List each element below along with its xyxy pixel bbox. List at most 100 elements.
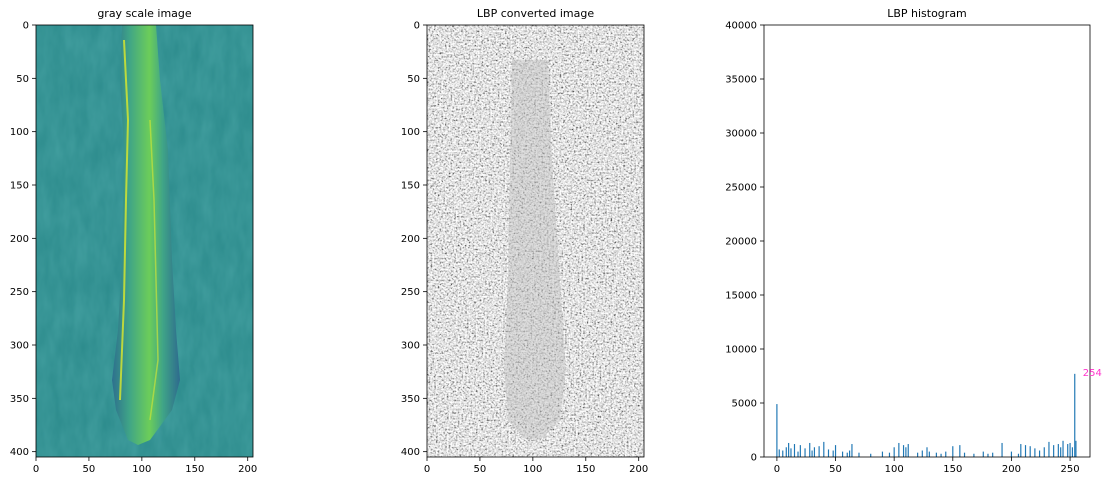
gray-bead-highlight — [149, 119, 159, 421]
hist-bar — [1053, 445, 1055, 457]
lbp-frame — [426, 24, 645, 458]
hist-bar — [1029, 446, 1031, 457]
lbp-y-axis: 0 50 100 150 200 250 300 350 400 — [401, 21, 427, 458]
hist-frame — [763, 24, 1091, 458]
hist-bar — [849, 450, 851, 457]
hist-bar — [809, 442, 811, 457]
gray-xtick-label: 200 — [238, 464, 257, 475]
hist-bar — [851, 444, 853, 457]
hist-bar — [926, 447, 928, 457]
hist-bar — [788, 442, 790, 457]
hist-bar — [1020, 444, 1022, 457]
gray-ytick-label: 50 — [16, 74, 29, 85]
hist-y-axis: 0 5000 10000 15000 20000 25000 30000 35000 40000 — [725, 21, 764, 464]
hist-bar — [935, 452, 937, 457]
hist-bar — [945, 451, 947, 457]
hist-bar — [1074, 373, 1076, 457]
hist-ytick-label: 15000 — [725, 291, 757, 302]
gray-frame — [35, 24, 254, 458]
hist-bar — [921, 450, 923, 457]
hist-xtick-label: 0 — [774, 464, 780, 475]
hist-bar — [907, 444, 909, 457]
gray-ytick-label: 0 — [23, 21, 29, 32]
lbp-ytick-label: 400 — [401, 447, 420, 458]
hist-ytick-label: 0 — [751, 453, 757, 464]
hist-bar — [963, 452, 966, 457]
gray-x-axis: 0 50 100 150 200 — [33, 457, 257, 475]
hist-bar — [811, 450, 813, 457]
hist-bar — [987, 453, 989, 457]
hist-bar — [881, 451, 884, 457]
lbp-ytick-label: 350 — [401, 394, 420, 405]
hist-bar — [992, 452, 994, 457]
hist-bar — [1043, 447, 1045, 457]
hist-bar — [1069, 442, 1071, 457]
lbp-texture — [427, 25, 644, 457]
hist-xtick-label: 50 — [829, 464, 842, 475]
hist-bar — [799, 445, 801, 457]
hist-bar — [823, 441, 825, 457]
hist-bar — [1071, 447, 1073, 457]
hist-x-axis: 0 50 100 150 200 250 — [774, 457, 1080, 475]
hist-bar — [778, 449, 780, 457]
lbp-weld-bead — [504, 60, 566, 440]
hist-bar — [898, 442, 900, 457]
hist-bar — [1038, 450, 1041, 457]
hist-bar — [1034, 448, 1036, 457]
gray-xtick-label: 0 — [33, 464, 39, 475]
hist-bar — [959, 445, 961, 457]
gray-xtick-label: 150 — [185, 464, 204, 475]
hist-bar — [790, 448, 792, 457]
hist-bar — [834, 445, 837, 457]
hist-bar — [917, 452, 919, 457]
hist-bar — [902, 445, 905, 457]
hist-bar — [846, 452, 848, 457]
hist-bar — [973, 453, 975, 457]
hist-bar — [1067, 444, 1069, 457]
hist-xtick-label: 250 — [1061, 464, 1080, 475]
hist-bar — [1048, 441, 1050, 457]
gray-ytick-label: 150 — [10, 181, 29, 192]
lbp-xtick-label: 200 — [629, 464, 648, 475]
lbp-xtick-label: 100 — [523, 464, 542, 475]
hist-bar — [952, 446, 954, 457]
hist-bar — [782, 450, 784, 457]
lbp-x-axis: 0 50 100 150 200 — [424, 457, 648, 475]
hist-ytick-label: 25000 — [725, 183, 757, 194]
gray-bead-edge — [119, 39, 130, 401]
hist-xtick-label: 100 — [885, 464, 904, 475]
gray-image — [36, 25, 253, 457]
gray-ytick-label: 400 — [10, 447, 29, 458]
gray-ytick-label: 100 — [10, 127, 29, 138]
lbp-xtick-label: 50 — [474, 464, 487, 475]
hist-xtick-label: 150 — [943, 464, 962, 475]
hist-annotation: 254 — [1083, 368, 1102, 379]
lbp-ytick-label: 250 — [401, 287, 420, 298]
hist-ytick-label: 20000 — [725, 237, 757, 248]
lbp-xtick-label: 150 — [576, 464, 595, 475]
hist-bar — [940, 453, 942, 457]
hist-bar — [804, 448, 806, 457]
hist-bar — [1001, 442, 1003, 457]
panel-histogram: LBP histogram 0 50 100 150 200 250 0 5000 10000… — [725, 7, 1102, 475]
hist-bars — [776, 373, 1077, 457]
lbp-ytick-label: 0 — [414, 21, 420, 32]
hist-bar — [1075, 440, 1077, 457]
gray-y-axis: 0 50 100 150 200 250 300 350 400 — [10, 21, 36, 458]
hist-ytick-label: 5000 — [732, 399, 757, 410]
lbp-ytick-label: 150 — [401, 181, 420, 192]
lbp-title: LBP converted image — [477, 7, 594, 20]
lbp-image — [427, 25, 644, 457]
lbp-ytick-label: 50 — [407, 74, 420, 85]
hist-bar — [1062, 440, 1064, 457]
hist-bar — [827, 449, 830, 457]
lbp-ytick-label: 100 — [401, 127, 420, 138]
gray-ytick-label: 200 — [10, 234, 29, 245]
lbp-ytick-label: 300 — [401, 341, 420, 352]
hist-bar — [841, 451, 844, 457]
gray-xtick-label: 100 — [132, 464, 151, 475]
hist-bar — [1057, 444, 1059, 457]
hist-bar — [982, 451, 984, 457]
gray-weld-bead — [112, 25, 180, 445]
gray-ytick-label: 250 — [10, 287, 29, 298]
